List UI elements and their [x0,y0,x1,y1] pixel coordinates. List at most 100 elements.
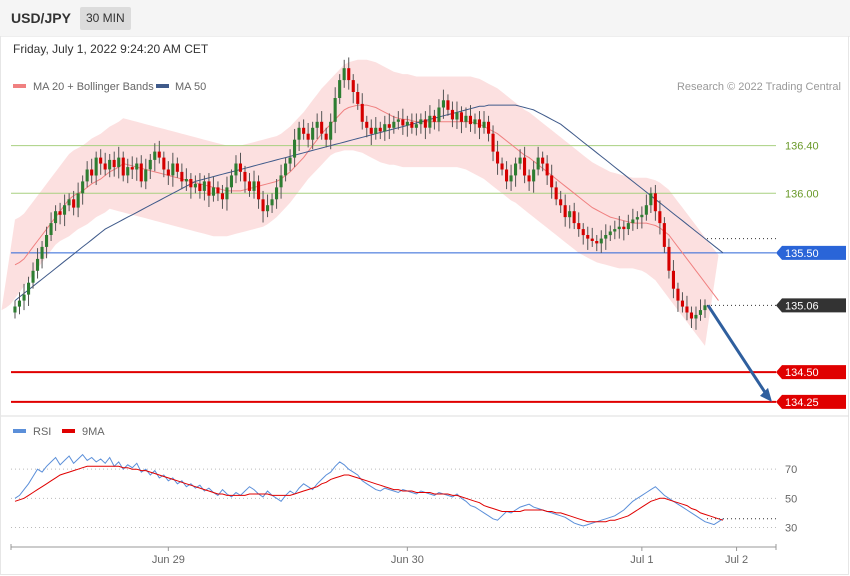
candle [306,133,310,140]
candle [613,229,617,232]
symbol-title: USD/JPY [11,10,71,26]
ma20-legend-swatch [13,84,26,88]
candle [99,157,103,164]
candle [166,169,170,176]
ma50-line [14,104,724,301]
candle [139,163,143,182]
candle [527,175,531,182]
candle [369,127,373,134]
forecast [706,304,772,402]
candle [518,157,522,164]
ma50-legend-label: MA 50 [175,81,206,93]
candle [297,127,301,140]
candle [577,223,581,230]
candle [545,163,549,176]
rsi-legend-swatch [13,429,26,433]
candles [13,57,707,330]
candle [374,127,378,134]
x-axis-label: Jul 1 [630,554,653,566]
candle [694,314,698,319]
candle [243,171,247,182]
candle [703,305,707,311]
timeframe-button[interactable]: 30 MIN [80,7,131,30]
candle [496,151,500,164]
candle [338,80,342,98]
candle [189,179,193,188]
rsi-ma-legend-label: 9MA [82,426,105,438]
candle [112,159,116,168]
candle [671,270,675,289]
candle [153,151,157,160]
candle [680,300,684,307]
candle [302,127,306,134]
candle [464,115,468,122]
forecast-arrow-shaft [706,304,768,395]
candle [54,211,58,224]
candle [356,92,360,104]
candle [477,119,481,128]
candle [347,68,351,81]
pivot-label: 135.50 [785,248,819,260]
rsi-tick-label: 50 [785,493,797,505]
rsi-legend: RSI 9MA [13,426,105,438]
candle [487,121,491,134]
candle [608,231,612,236]
ma50-legend-swatch [156,84,169,88]
candle [626,223,630,230]
candle [49,223,53,235]
candle [121,157,125,176]
candle [563,205,567,218]
candle [446,100,450,110]
candle [410,121,414,128]
candle [63,205,67,215]
candle [76,193,80,208]
copyright-text: Research © 2022 Trading Central [677,81,841,93]
candle [202,181,206,191]
forecast-arrow-head [760,387,772,402]
chart-datetime: Friday, July 1, 2022 9:24:20 AM CET [13,42,209,56]
candle [72,199,76,208]
candle [459,112,463,122]
main-legend: MA 20 + Bollinger Bands MA 50 Research ©… [13,81,841,93]
candle [387,124,391,128]
candle [225,187,229,200]
candle [45,235,49,247]
x-axis-label: Jul 2 [725,554,748,566]
candle [450,109,454,120]
candle [94,157,98,176]
support-tag [776,394,846,409]
candle [234,163,238,176]
candle [180,171,184,182]
rsi-pane: 70 50 30 [11,453,797,535]
candle [171,163,175,176]
candle [90,169,94,176]
candle [604,235,608,239]
candle [541,157,545,164]
candle [103,163,107,170]
candle [320,121,324,134]
candle [559,199,563,206]
candle [184,179,188,182]
candle [58,211,62,215]
candle [17,300,21,307]
chart-header: USD/JPY 30 MIN [0,0,850,37]
candle [266,205,270,212]
candle [396,119,400,122]
candle [568,211,572,218]
rsi-line [14,453,724,527]
candle [622,226,626,230]
candle [293,139,297,158]
candle [144,169,148,182]
candle [67,199,71,206]
candle [509,175,513,182]
candle [108,159,112,170]
candle [428,115,432,128]
rsi-legend-label: RSI [33,426,51,438]
candle [505,169,509,182]
candle [423,119,427,128]
pivot-tag [776,245,846,260]
candle [360,103,364,122]
candle [383,124,387,132]
candle [432,115,436,122]
